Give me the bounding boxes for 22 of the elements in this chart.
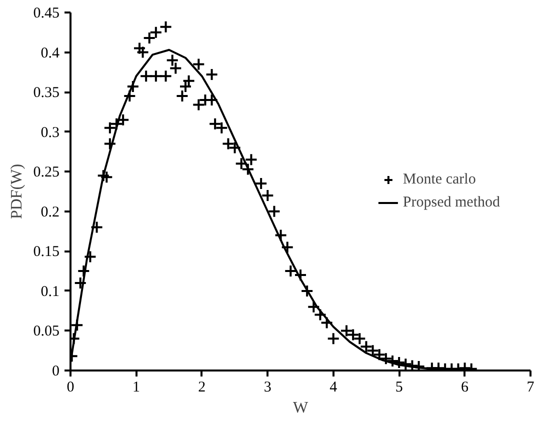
- y-tick-label: 0.4: [40, 45, 60, 62]
- x-tick-label: 0: [66, 380, 74, 396]
- x-tick-label: 2: [198, 380, 206, 396]
- y-tick-label: 0: [52, 364, 60, 380]
- x-tick-label: 1: [132, 380, 140, 396]
- x-tick-label: 7: [526, 380, 535, 396]
- y-tick-label: 0.35: [33, 85, 60, 102]
- y-tick-label: 0.2: [40, 204, 60, 220]
- legend-label: Monte carlo: [402, 171, 476, 188]
- legend-label: Propsed method: [402, 194, 500, 211]
- y-tick-label: 0.25: [33, 164, 60, 181]
- x-tick-label: 6: [461, 380, 470, 396]
- x-tick-label: 4: [330, 380, 338, 396]
- y-tick-label: 0.3: [40, 124, 60, 141]
- y-tick-label: 0.05: [33, 324, 60, 340]
- y-tick-label: 0.1: [40, 284, 60, 300]
- x-tick-label: 5: [395, 380, 403, 396]
- y-axis-title: PDF(W): [8, 164, 26, 220]
- x-tick-label: 3: [264, 380, 272, 396]
- y-tick-label: 0.15: [33, 244, 60, 260]
- y-tick-label: 0.45: [33, 6, 60, 22]
- x-axis-title: W: [292, 400, 309, 416]
